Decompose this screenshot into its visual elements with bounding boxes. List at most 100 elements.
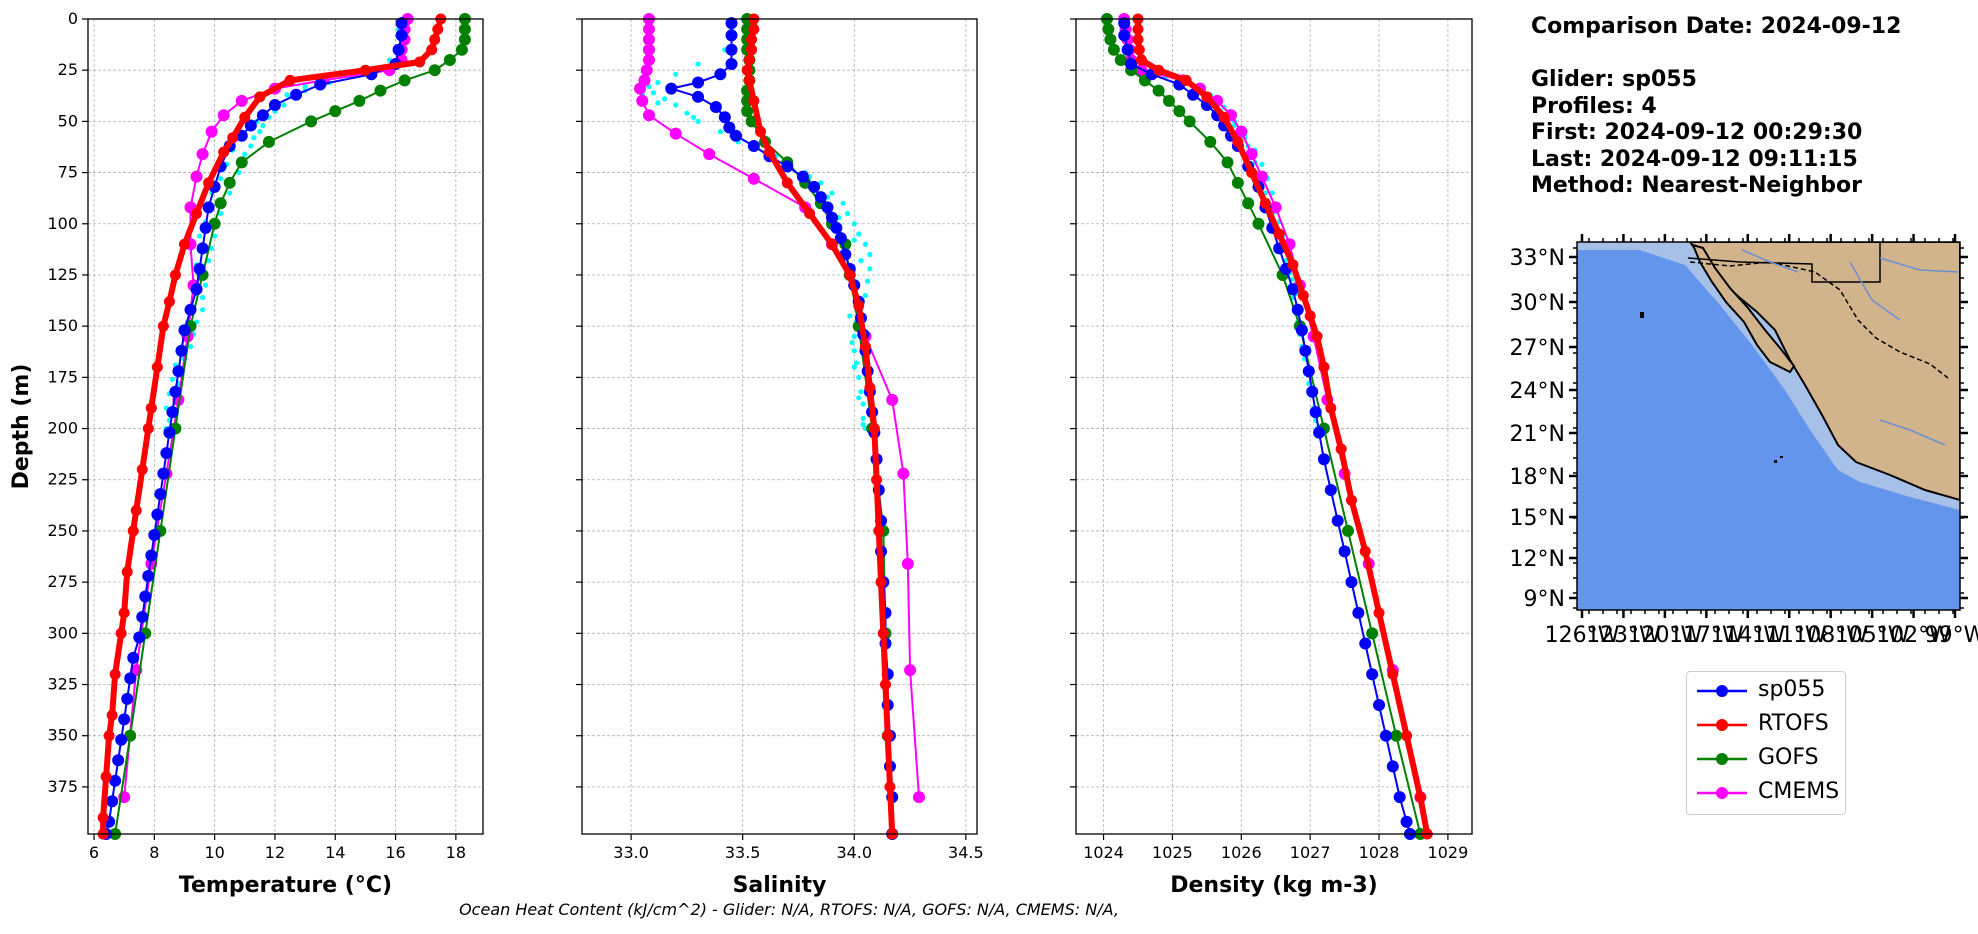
glider-raw-point xyxy=(695,61,701,67)
data-point xyxy=(359,64,371,76)
legend-label-sp055: sp055 xyxy=(1758,677,1826,702)
data-point xyxy=(262,135,275,148)
profile-count: Profiles: 4 xyxy=(1531,93,1657,119)
lon-label: 114°W xyxy=(1710,623,1785,648)
lat-label: 12°N xyxy=(1510,547,1565,572)
y-tick-label: 225 xyxy=(47,470,78,489)
glider-raw-point xyxy=(242,151,248,157)
glider-raw-point xyxy=(690,114,697,120)
series-sp055 xyxy=(1118,17,1417,840)
data-point xyxy=(329,105,342,118)
data-point xyxy=(692,90,705,103)
data-point xyxy=(115,733,128,746)
data-point xyxy=(1359,637,1372,650)
data-point xyxy=(1255,170,1268,183)
data-point xyxy=(781,160,794,173)
glider-raw-point xyxy=(867,251,873,258)
data-point xyxy=(142,569,155,582)
data-point xyxy=(175,344,188,357)
data-point xyxy=(826,238,838,250)
y-tick-label: 0 xyxy=(68,9,78,28)
data-point xyxy=(1379,729,1392,742)
data-point xyxy=(1331,514,1344,527)
data-point xyxy=(133,631,146,644)
glider-raw-point xyxy=(302,83,308,90)
data-point xyxy=(634,82,647,95)
data-point xyxy=(1373,607,1385,619)
legend: sp055 RTOFS GOFS CMEMS xyxy=(1686,671,1846,815)
data-point xyxy=(1324,483,1337,496)
x-tick-label: 18 xyxy=(446,843,466,862)
data-point xyxy=(1390,729,1403,742)
glider-raw-point xyxy=(818,180,824,186)
data-point xyxy=(725,58,738,71)
data-point xyxy=(190,170,203,183)
data-point xyxy=(743,74,755,86)
lon-label: 126°W xyxy=(1545,623,1620,648)
data-point xyxy=(1325,402,1337,414)
data-point xyxy=(1218,111,1230,123)
data-point xyxy=(882,730,894,742)
data-point xyxy=(1373,698,1386,711)
lon-label: 102°W xyxy=(1876,623,1951,648)
data-point xyxy=(703,148,716,161)
data-point xyxy=(1269,201,1282,214)
data-point xyxy=(199,221,212,234)
x-axis-label: Density (kg m-3) xyxy=(1170,873,1378,898)
data-point xyxy=(429,33,441,45)
data-point xyxy=(1242,197,1255,210)
location-map: 33°N 30°N 27°N 24°N 21°N 18°N 15°N 12°N 9°N 126°… xyxy=(1510,234,1978,648)
glider-raw-point xyxy=(851,237,857,243)
x-tick-label: 1025 xyxy=(1152,843,1193,862)
x-axis-label: Salinity xyxy=(733,873,827,898)
data-point xyxy=(163,426,176,439)
y-tick-label: 100 xyxy=(47,214,78,233)
lon-label: 120°W xyxy=(1628,623,1703,648)
glider-raw-point xyxy=(844,210,851,217)
data-point xyxy=(1252,217,1265,230)
data-point xyxy=(875,576,887,588)
glider-raw-point xyxy=(717,129,723,135)
data-point xyxy=(1118,29,1131,42)
data-point xyxy=(1366,627,1379,640)
data-point xyxy=(148,529,161,542)
legend-item-cmems: CMEMS xyxy=(1687,776,1845,810)
data-point xyxy=(897,467,910,480)
data-point xyxy=(1345,494,1357,506)
glider-raw-point xyxy=(206,258,212,264)
data-point xyxy=(741,64,753,76)
data-point xyxy=(1231,176,1244,189)
data-point xyxy=(830,221,843,234)
x-tick-label: 1026 xyxy=(1221,843,1262,862)
data-point xyxy=(1114,53,1127,66)
glider-raw-point xyxy=(849,339,855,346)
glider-raw-point xyxy=(695,118,701,124)
data-point xyxy=(109,774,122,787)
x-tick-label: 16 xyxy=(385,843,405,862)
glider-raw-point xyxy=(829,190,835,196)
glider-raw-point xyxy=(858,258,864,264)
data-point xyxy=(244,119,257,132)
data-point xyxy=(160,447,173,460)
glider-raw-point xyxy=(169,376,176,383)
x-tick-label: 1024 xyxy=(1083,843,1124,862)
x-tick-label: 1029 xyxy=(1428,843,1469,862)
lon-label: 111°W xyxy=(1752,623,1827,648)
comparison-date: Comparison Date: 2024-09-12 xyxy=(1531,14,1902,39)
data-point xyxy=(100,771,112,783)
data-point xyxy=(884,781,896,793)
data-point xyxy=(746,33,758,45)
x-tick-label: 14 xyxy=(325,843,345,862)
lon-label: 105°W xyxy=(1835,623,1910,648)
data-point xyxy=(814,191,827,204)
data-point xyxy=(1342,524,1355,537)
glider-raw-point xyxy=(851,348,857,354)
data-point xyxy=(868,423,880,435)
data-point xyxy=(432,23,444,35)
data-point xyxy=(859,341,871,353)
data-point xyxy=(642,23,655,36)
lon-label: 117°W xyxy=(1669,623,1744,648)
data-point xyxy=(124,729,137,742)
data-point xyxy=(725,29,738,42)
glider-raw-point xyxy=(199,294,206,301)
